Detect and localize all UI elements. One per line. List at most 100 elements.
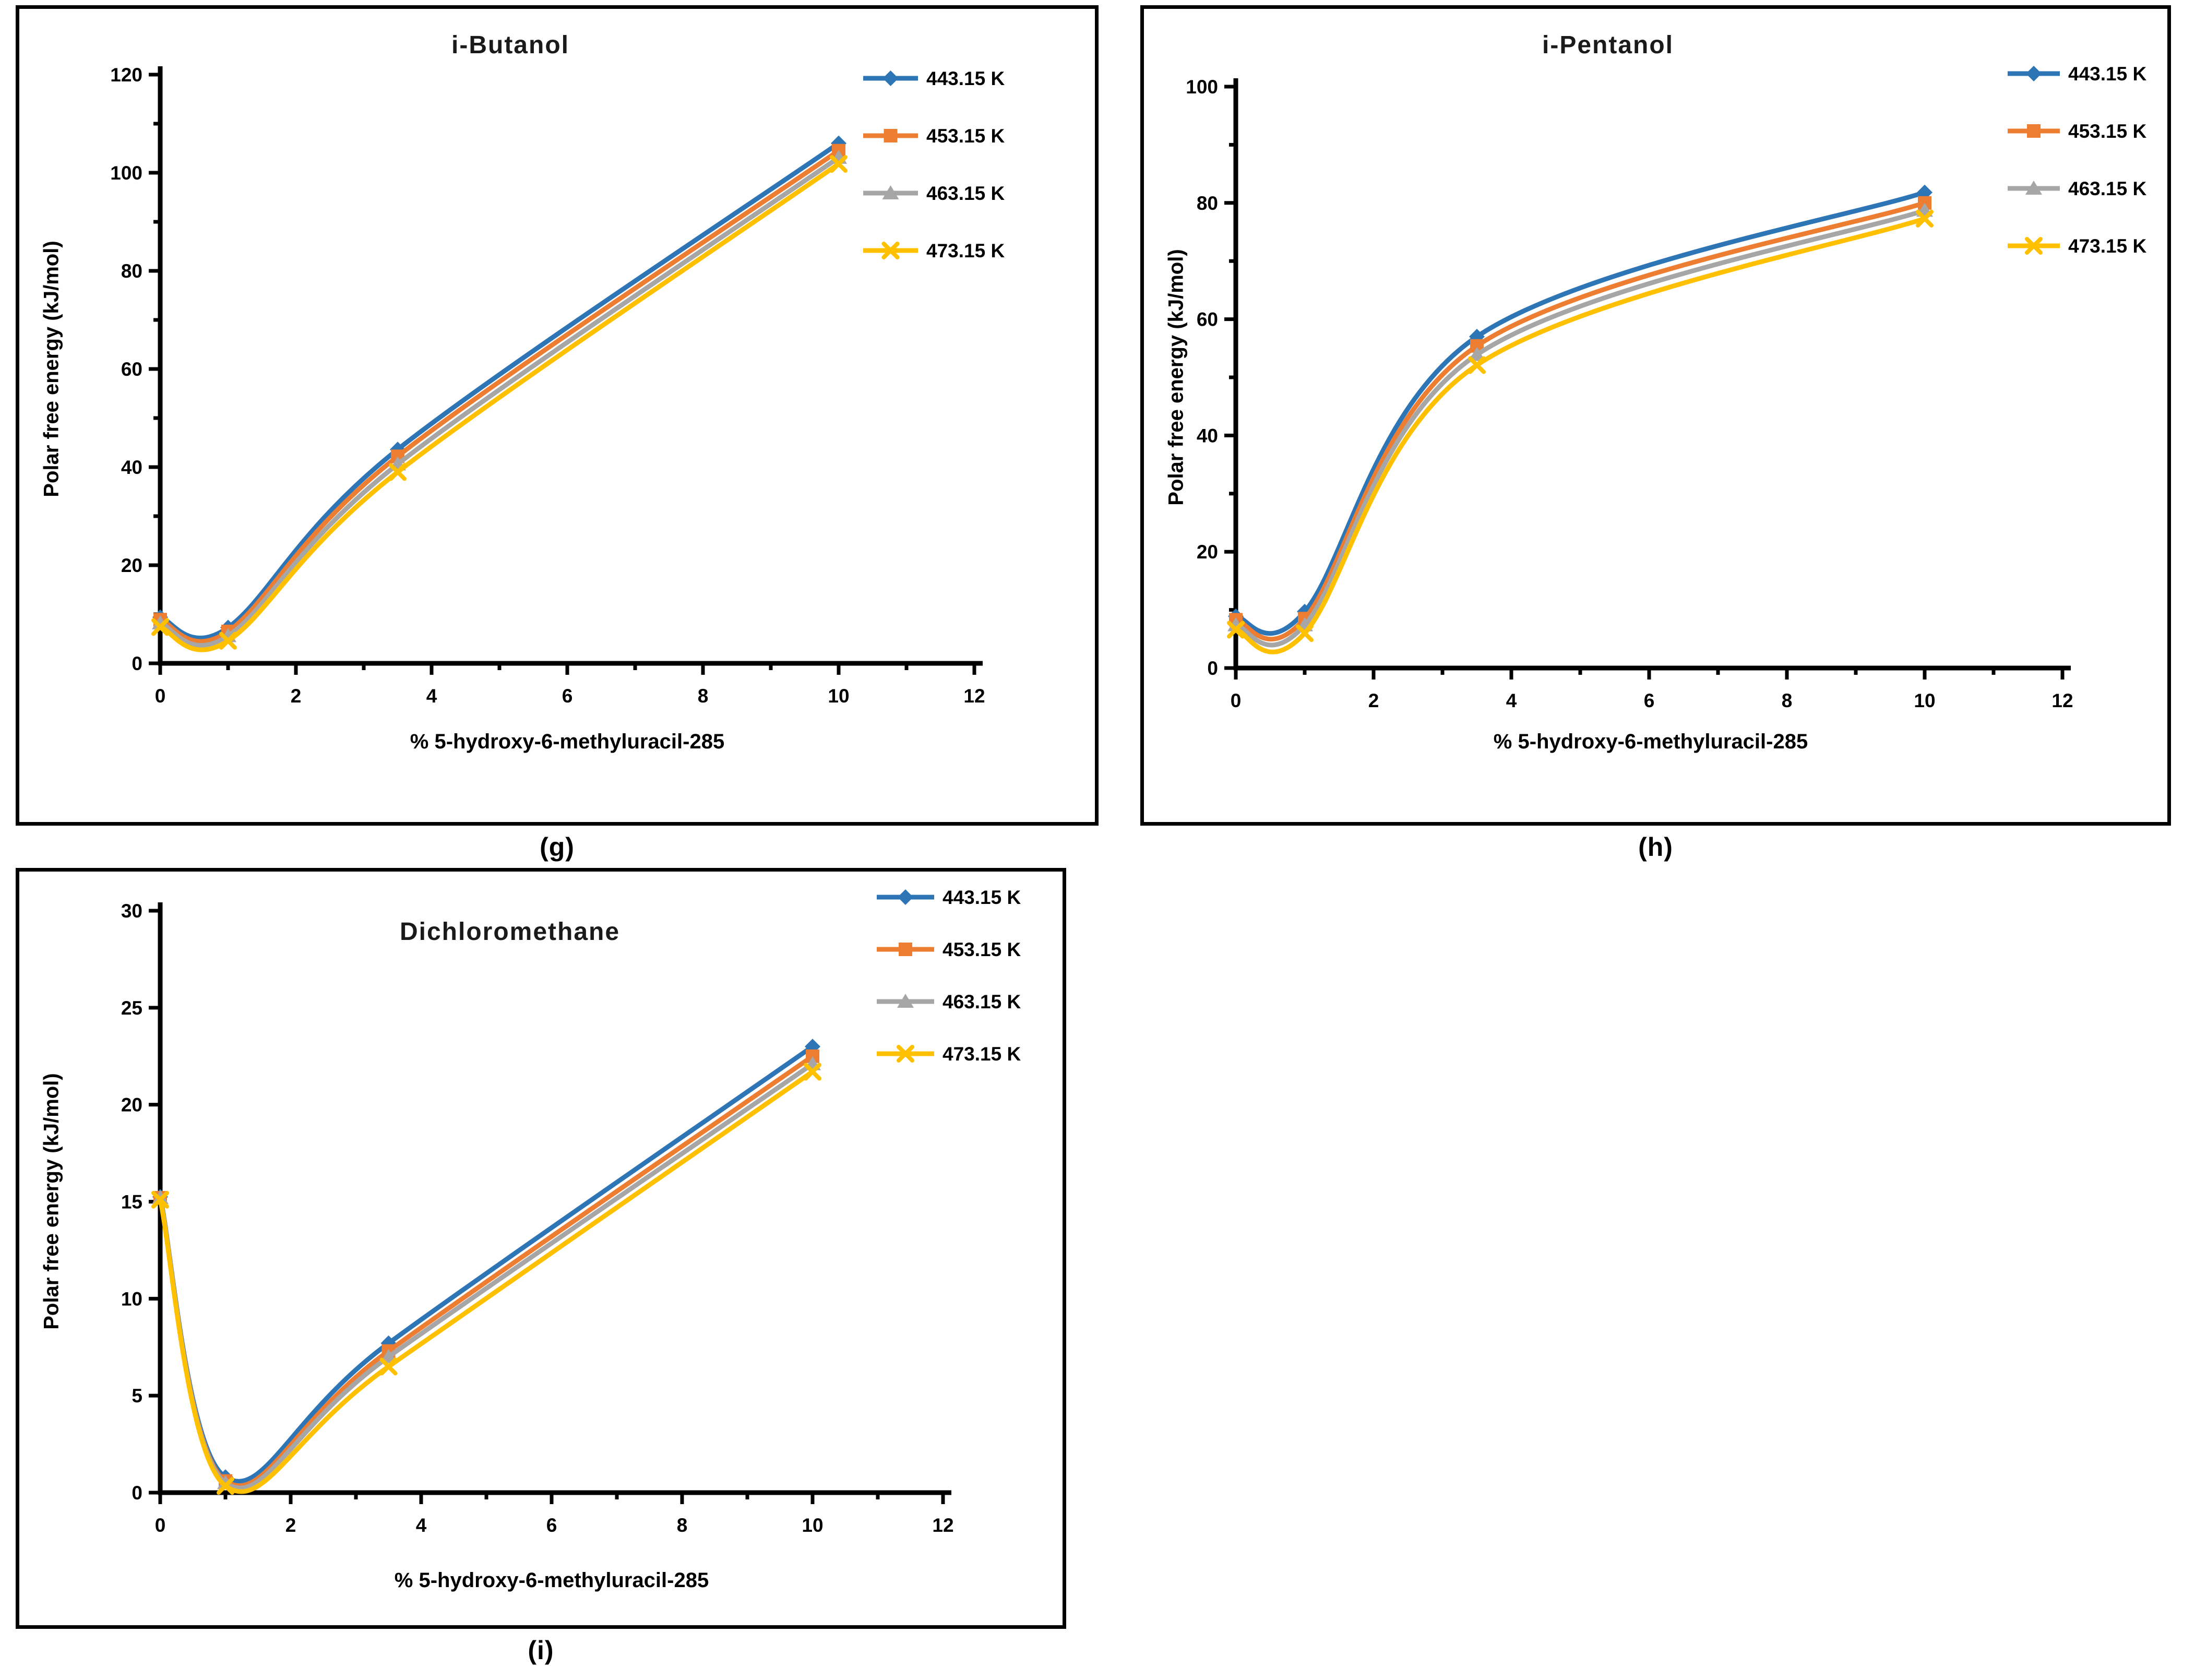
tick-label: 80 bbox=[1197, 193, 1218, 214]
legend-item: 463.15 K bbox=[863, 183, 1005, 204]
series-line-443.15 K bbox=[158, 1044, 815, 1484]
legend-label: 453.15 K bbox=[926, 125, 1005, 147]
x-marker-icon bbox=[151, 618, 169, 636]
tick-label: 2 bbox=[1368, 690, 1379, 711]
tick-label: 2 bbox=[291, 685, 302, 707]
series-line-453.15 K bbox=[158, 148, 841, 644]
x-marker-icon bbox=[151, 1190, 169, 1209]
legend-label: 443.15 K bbox=[943, 887, 1021, 908]
tick-label: 20 bbox=[121, 1094, 142, 1116]
tick-label: 0 bbox=[155, 685, 166, 707]
tick-label: 2 bbox=[285, 1515, 296, 1536]
chart-title-ipentanol: i-Pentanol bbox=[1542, 31, 1674, 59]
x-marker-icon bbox=[1227, 621, 1245, 639]
panel-i: Dichloromethane Polar free energy (kJ/mo… bbox=[16, 868, 1066, 1629]
tick-label: 4 bbox=[426, 685, 437, 707]
tick-label: 120 bbox=[110, 64, 142, 86]
legend-item: 443.15 K bbox=[877, 887, 1021, 908]
tick-label: 12 bbox=[2051, 690, 2073, 711]
tick-label: 6 bbox=[562, 685, 573, 707]
tick-label: 20 bbox=[1197, 541, 1218, 563]
tick-label: 0 bbox=[155, 1515, 166, 1536]
tick-label: 0 bbox=[132, 653, 142, 674]
tick-label: 8 bbox=[1782, 690, 1793, 711]
series-line-443.15 K bbox=[1233, 190, 1927, 636]
x-marker-icon bbox=[217, 1477, 234, 1495]
panel-h: i-Pentanol Polar free energy (kJ/mol) % … bbox=[1140, 5, 2171, 826]
legend-label: 443.15 K bbox=[926, 68, 1005, 89]
tick-label: 100 bbox=[110, 162, 142, 184]
series-line-473.15 K bbox=[158, 1069, 815, 1494]
legend-label: 473.15 K bbox=[926, 240, 1005, 261]
x-marker-icon bbox=[1296, 624, 1314, 642]
panel-letter-g: (g) bbox=[540, 832, 575, 862]
x-axis-title: % 5-hydroxy-6-methyluracil-285 bbox=[410, 730, 725, 753]
series-line-463.15 K bbox=[158, 155, 841, 648]
tick-label: 25 bbox=[121, 997, 142, 1019]
tick-label: 30 bbox=[121, 900, 142, 922]
chart-title-dichloromethane: Dichloromethane bbox=[399, 918, 621, 946]
diamond-marker-icon bbox=[882, 70, 899, 86]
x-axis-title: % 5-hydroxy-6-methyluracil-285 bbox=[394, 1569, 709, 1592]
plot-area-ipentanol: 0 2 4 6 8 10 12 0 20 40 60 80 100 443.15 K 453.15 K 463… bbox=[1186, 63, 2146, 711]
tick-label: 6 bbox=[546, 1515, 557, 1536]
legend-label: 453.15 K bbox=[2068, 121, 2146, 142]
square-marker-icon bbox=[884, 129, 898, 142]
legend-item: 453.15 K bbox=[863, 125, 1005, 147]
tick-label: 15 bbox=[121, 1192, 142, 1213]
tick-label: 60 bbox=[1197, 309, 1218, 330]
x-marker-icon bbox=[1916, 209, 1934, 228]
legend-label: 453.15 K bbox=[943, 939, 1021, 960]
plot-area-dichloromethane: 0 2 4 6 8 10 12 0 5 10 15 20 25 30 443.15 K 453.15 K 463… bbox=[121, 887, 1021, 1536]
legend-item: 453.15 K bbox=[877, 939, 1021, 960]
panel-letter-h: (h) bbox=[1638, 832, 1673, 862]
x-marker-icon bbox=[219, 632, 237, 650]
tick-label: 0 bbox=[1231, 690, 1242, 711]
triangle-marker-icon bbox=[897, 994, 914, 1008]
x-axis-title: % 5-hydroxy-6-methyluracil-285 bbox=[1493, 730, 1808, 753]
legend-item: 443.15 K bbox=[863, 68, 1005, 89]
legend-item: 453.15 K bbox=[2008, 121, 2146, 142]
tick-label: 10 bbox=[1914, 690, 1935, 711]
x-marker-icon bbox=[1468, 356, 1486, 374]
tick-label: 0 bbox=[1207, 658, 1218, 679]
tick-label: 12 bbox=[932, 1515, 953, 1536]
tick-label: 10 bbox=[828, 685, 849, 707]
tick-label: 6 bbox=[1644, 690, 1655, 711]
square-marker-icon bbox=[899, 943, 912, 956]
panel-letter-i: (i) bbox=[528, 1636, 554, 1665]
x-marker-icon bbox=[897, 1045, 914, 1063]
tick-label: 4 bbox=[416, 1515, 427, 1536]
tick-label: 8 bbox=[698, 685, 709, 707]
triangle-marker-icon bbox=[152, 615, 169, 629]
x-marker-icon bbox=[804, 1063, 821, 1081]
tick-label: 10 bbox=[802, 1515, 823, 1536]
tick-label: 80 bbox=[121, 260, 142, 282]
legend-item: 463.15 K bbox=[2008, 178, 2146, 199]
triangle-marker-icon bbox=[2025, 181, 2042, 195]
diamond-marker-icon bbox=[898, 889, 913, 905]
series-line-463.15 K bbox=[1233, 208, 1927, 648]
legend-label: 463.15 K bbox=[2068, 178, 2146, 199]
legend-item: 473.15 K bbox=[877, 1043, 1021, 1065]
legend-label: 463.15 K bbox=[943, 991, 1021, 1012]
legend-label: 463.15 K bbox=[926, 183, 1005, 204]
x-marker-icon bbox=[389, 463, 407, 481]
series-line-443.15 K bbox=[158, 141, 841, 640]
legend-item: 463.15 K bbox=[877, 991, 1021, 1012]
panel-g: i-Butanol Polar free energy (kJ/mol) % 5… bbox=[16, 5, 1099, 826]
legend-label: 473.15 K bbox=[943, 1043, 1021, 1065]
tick-label: 20 bbox=[121, 555, 142, 576]
x-marker-icon bbox=[830, 155, 848, 173]
tick-label: 60 bbox=[121, 359, 142, 380]
triangle-marker-icon bbox=[882, 185, 899, 199]
legend-item: 473.15 K bbox=[863, 240, 1005, 261]
tick-label: 40 bbox=[121, 457, 142, 478]
x-marker-icon bbox=[379, 1357, 398, 1376]
square-marker-icon bbox=[2027, 124, 2041, 138]
diamond-marker-icon bbox=[380, 1335, 397, 1351]
tick-label: 0 bbox=[132, 1482, 142, 1504]
chart-title-ibutanol: i-Butanol bbox=[451, 31, 569, 59]
